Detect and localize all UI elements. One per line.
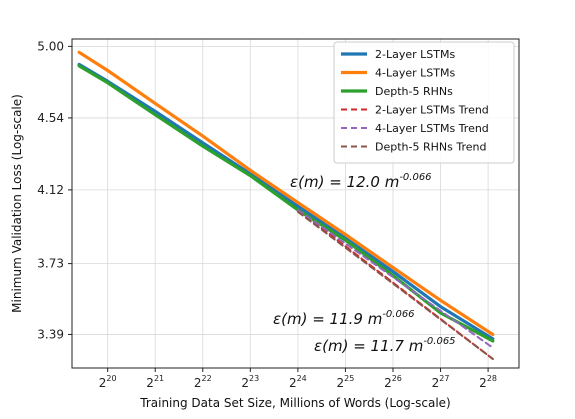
x-tick-label: 223 bbox=[241, 374, 259, 390]
y-tick-label: 3.39 bbox=[37, 327, 64, 341]
series-line-4-layer-lstms-trend bbox=[296, 208, 494, 349]
y-ticks: 5.00 4.54 4.12 3.73 3.39 bbox=[37, 39, 72, 341]
x-tick-label: 225 bbox=[337, 374, 355, 390]
series-line-4-layer-lstms bbox=[77, 50, 495, 337]
x-tick-label: 222 bbox=[194, 374, 212, 390]
y-tick-label: 3.73 bbox=[37, 257, 64, 271]
x-axis-label: Training Data Set Size, Millions of Word… bbox=[139, 396, 450, 410]
series-line-2-layer-lstms bbox=[77, 62, 495, 341]
y-tick-label: 4.54 bbox=[37, 111, 64, 125]
annotations: ε(m) = 12.0 m-0.066 ε(m) = 11.9 m-0.066 ε(… bbox=[273, 172, 456, 355]
y-tick-label: 5.00 bbox=[37, 39, 64, 53]
legend-entry-label: Depth-5 RHNs Trend bbox=[375, 141, 486, 154]
fit-equation-annotation: ε(m) = 11.7 m-0.065 bbox=[314, 336, 456, 355]
legend-entry-label: 4-Layer LSTMs bbox=[375, 67, 455, 80]
x-tick-label: 226 bbox=[384, 374, 402, 390]
legend-entry-label: Depth-5 RHNs bbox=[375, 85, 453, 98]
x-tick-label: 227 bbox=[432, 374, 450, 390]
legend-entry-label: 2-Layer LSTMs Trend bbox=[375, 104, 489, 117]
legend-entry-label: 2-Layer LSTMs bbox=[375, 48, 455, 61]
plot-frame bbox=[71, 38, 520, 369]
x-tick-label: 220 bbox=[99, 374, 117, 390]
x-tick-label: 224 bbox=[289, 374, 307, 390]
legend-entry-label: 4-Layer LSTMs Trend bbox=[375, 122, 489, 135]
x-tick-label: 228 bbox=[479, 374, 497, 390]
series-group bbox=[77, 50, 495, 360]
legend: 2-Layer LSTMs 4-Layer LSTMs Depth-5 RHNs 2-… bbox=[333, 41, 515, 164]
x-tick-label: 221 bbox=[146, 374, 164, 390]
legend-box bbox=[333, 41, 515, 164]
fit-equation-annotation: ε(m) = 12.0 m-0.066 bbox=[290, 172, 432, 191]
y-tick-label: 4.12 bbox=[37, 183, 64, 197]
x-ticks: 220 221 222 223 224 225 226 227 228 bbox=[99, 368, 497, 390]
y-axis-label: Minimum Validation Loss (Log-scale) bbox=[10, 94, 24, 313]
fit-equation-annotation: ε(m) = 11.9 m-0.066 bbox=[273, 309, 415, 328]
series-line-depth-5-rhns-trend bbox=[296, 210, 494, 360]
